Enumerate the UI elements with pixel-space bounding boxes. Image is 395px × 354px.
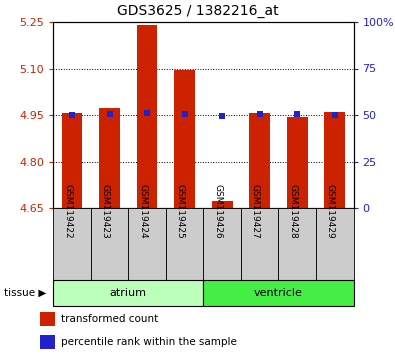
Text: GDS3625 / 1382216_at: GDS3625 / 1382216_at: [117, 5, 278, 18]
Bar: [287, 118, 308, 208]
Bar: [203, 280, 354, 306]
Text: percentile rank within the sample: percentile rank within the sample: [61, 337, 237, 347]
Bar: [241, 208, 278, 280]
Bar: [278, 208, 316, 280]
Bar: [128, 208, 166, 280]
Bar: [53, 208, 91, 280]
Text: GSM119423: GSM119423: [101, 184, 110, 239]
Text: ventricle: ventricle: [254, 288, 303, 298]
Text: GSM119429: GSM119429: [326, 184, 335, 239]
Text: GSM119426: GSM119426: [213, 184, 222, 239]
Text: GSM119425: GSM119425: [176, 184, 185, 239]
Bar: [324, 112, 345, 208]
Bar: [53, 280, 203, 306]
Text: atrium: atrium: [110, 288, 147, 298]
Bar: [249, 113, 270, 208]
Text: GSM119428: GSM119428: [288, 184, 297, 239]
Bar: [62, 113, 83, 208]
Bar: [203, 208, 241, 280]
Bar: [212, 201, 233, 208]
Text: GSM119422: GSM119422: [63, 184, 72, 239]
Bar: [166, 208, 203, 280]
Text: transformed count: transformed count: [61, 314, 158, 324]
Bar: [316, 208, 354, 280]
Bar: [40, 312, 55, 326]
Text: GSM119427: GSM119427: [251, 184, 260, 239]
Bar: [137, 25, 158, 208]
Bar: [174, 70, 195, 208]
Bar: [40, 335, 55, 349]
Text: GSM119424: GSM119424: [138, 184, 147, 239]
Text: tissue ▶: tissue ▶: [4, 288, 46, 298]
Bar: [99, 108, 120, 208]
Bar: [91, 208, 128, 280]
